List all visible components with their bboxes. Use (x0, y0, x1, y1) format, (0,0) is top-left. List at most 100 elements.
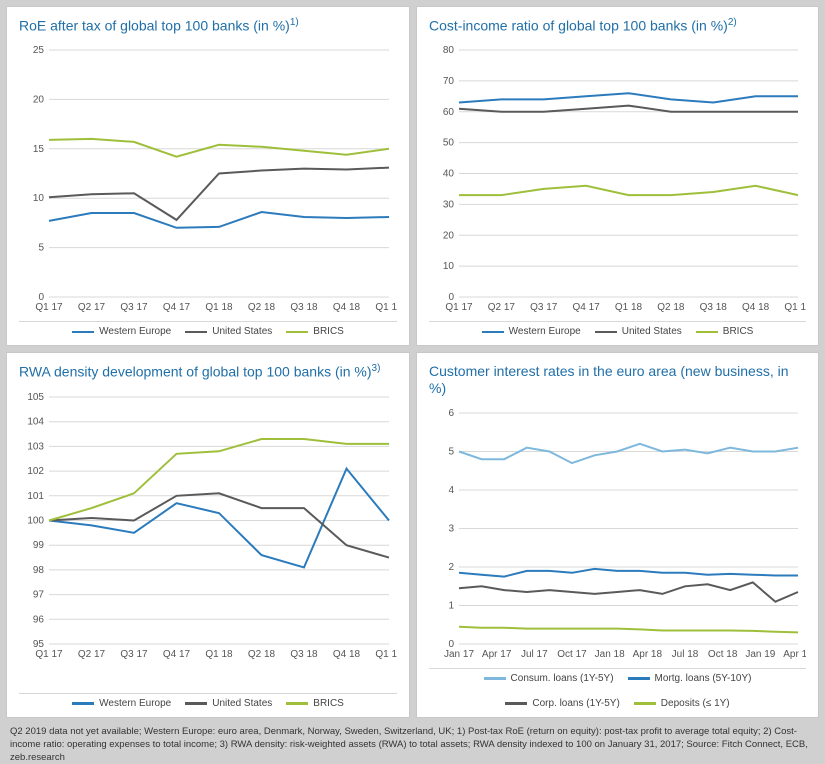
legend-swatch-united_states (185, 331, 207, 334)
chart-rates: 0123456Jan 17Apr 17Jul 17Oct 17Jan 18Apr… (429, 405, 806, 664)
svg-text:60: 60 (443, 107, 455, 118)
svg-text:80: 80 (443, 45, 455, 56)
legend-swatch-brics (286, 331, 308, 334)
svg-text:Q2 18: Q2 18 (657, 302, 685, 313)
svg-text:Q1 17: Q1 17 (35, 649, 63, 660)
series-western_europe (459, 94, 798, 103)
svg-text:Q2 18: Q2 18 (248, 649, 276, 660)
svg-text:97: 97 (33, 590, 45, 601)
legend-roe: Western Europe United States BRICS (19, 321, 397, 337)
panel-rwa: RWA density development of global top 10… (6, 352, 410, 718)
legend-swatch-mortg_loans (628, 677, 650, 680)
svg-text:105: 105 (27, 392, 44, 403)
svg-text:Q4 18: Q4 18 (742, 302, 770, 313)
svg-text:Jan 18: Jan 18 (595, 649, 625, 660)
series-united_states (49, 493, 389, 557)
svg-text:4: 4 (448, 485, 454, 496)
series-corp_loans (459, 582, 798, 601)
panel-title-rates: Customer interest rates in the euro area… (429, 363, 806, 397)
legend-item-brics: BRICS (286, 698, 344, 709)
svg-text:Q1 19: Q1 19 (375, 649, 397, 660)
svg-text:Q4 17: Q4 17 (163, 302, 191, 313)
legend-rates: Consum. loans (1Y-5Y) Mortg. loans (5Y-10… (429, 668, 806, 709)
series-western_europe (49, 212, 389, 228)
svg-text:5: 5 (38, 243, 44, 254)
series-mortg_loans (459, 569, 798, 577)
svg-text:Q4 17: Q4 17 (573, 302, 601, 313)
panel-roe: RoE after tax of global top 100 banks (i… (6, 6, 410, 346)
legend-item-consum_loans: Consum. loans (1Y-5Y) (484, 673, 614, 684)
svg-text:Jul 17: Jul 17 (521, 649, 548, 660)
legend-label-brics: BRICS (313, 698, 344, 709)
chart-cost-income: 01020304050607080Q1 17Q2 17Q3 17Q4 17Q1 … (429, 42, 806, 317)
legend-label-western_europe: Western Europe (99, 698, 171, 709)
chart-roe: 0510152025Q1 17Q2 17Q3 17Q4 17Q1 18Q2 18… (19, 42, 397, 317)
svg-text:25: 25 (33, 45, 45, 56)
svg-text:Q3 17: Q3 17 (120, 649, 148, 660)
legend-rwa: Western Europe United States BRICS (19, 693, 397, 709)
legend-swatch-western_europe (482, 331, 504, 334)
legend-label-corp_loans: Corp. loans (1Y-5Y) (532, 698, 619, 709)
svg-text:98: 98 (33, 565, 45, 576)
legend-swatch-corp_loans (505, 702, 527, 705)
legend-label-western_europe: Western Europe (99, 326, 171, 337)
svg-text:Q4 17: Q4 17 (163, 649, 191, 660)
series-brics (459, 186, 798, 195)
legend-label-deposits: Deposits (≤ 1Y) (661, 698, 730, 709)
svg-text:50: 50 (443, 138, 455, 149)
svg-text:30: 30 (443, 200, 455, 211)
legend-swatch-western_europe (72, 331, 94, 334)
legend-label-consum_loans: Consum. loans (1Y-5Y) (511, 673, 614, 684)
svg-text:101: 101 (27, 491, 44, 502)
legend-item-western_europe: Western Europe (72, 326, 171, 337)
series-united_states (459, 106, 798, 112)
legend-cost-income: Western EuropeUnited StatesBRICS (429, 321, 806, 337)
svg-text:70: 70 (443, 76, 455, 87)
svg-text:Q3 18: Q3 18 (700, 302, 728, 313)
svg-text:20: 20 (443, 231, 455, 242)
legend-label-united_states: United States (212, 698, 272, 709)
legend-item-united_states: United States (185, 326, 272, 337)
svg-text:Q4 18: Q4 18 (333, 302, 361, 313)
legend-item-brics: BRICS (286, 326, 344, 337)
dashboard-grid: RoE after tax of global top 100 banks (i… (6, 6, 819, 717)
legend-label-western_europe: Western Europe (509, 326, 581, 337)
legend-item-brics: BRICS (696, 326, 754, 337)
series-consum_loans (459, 444, 798, 463)
svg-text:Q1 18: Q1 18 (205, 649, 233, 660)
svg-text:99: 99 (33, 540, 45, 551)
panel-rates: Customer interest rates in the euro area… (416, 352, 819, 718)
svg-text:Q1 19: Q1 19 (375, 302, 397, 313)
svg-text:Q1 19: Q1 19 (784, 302, 806, 313)
legend-item-corp_loans: Corp. loans (1Y-5Y) (505, 698, 619, 709)
svg-text:15: 15 (33, 144, 45, 155)
svg-text:100: 100 (27, 515, 44, 526)
svg-text:2: 2 (448, 562, 454, 573)
svg-text:Q2 17: Q2 17 (78, 302, 106, 313)
svg-text:Q3 17: Q3 17 (530, 302, 558, 313)
svg-text:Oct 17: Oct 17 (557, 649, 587, 660)
svg-text:Q1 18: Q1 18 (205, 302, 233, 313)
series-brics (49, 439, 389, 521)
legend-label-united_states: United States (212, 326, 272, 337)
series-deposits (459, 627, 798, 633)
svg-text:5: 5 (448, 447, 454, 458)
legend-label-mortg_loans: Mortg. loans (5Y-10Y) (655, 673, 752, 684)
svg-text:96: 96 (33, 614, 45, 625)
svg-text:Q3 17: Q3 17 (120, 302, 148, 313)
svg-text:Q2 18: Q2 18 (248, 302, 276, 313)
svg-text:Q1 17: Q1 17 (35, 302, 63, 313)
panel-title-cost-income: Cost-income ratio of global top 100 bank… (429, 17, 806, 34)
chart-rwa: 9596979899100101102103104105Q1 17Q2 17Q3… (19, 389, 397, 689)
svg-text:20: 20 (33, 95, 45, 106)
legend-swatch-united_states (595, 331, 617, 334)
svg-text:40: 40 (443, 169, 455, 180)
footnote-text: Q2 2019 data not yet available; Western … (6, 724, 819, 764)
svg-text:Q4 18: Q4 18 (333, 649, 361, 660)
svg-text:Q3 18: Q3 18 (290, 649, 318, 660)
legend-item-western_europe: Western Europe (482, 326, 581, 337)
svg-text:104: 104 (27, 417, 44, 428)
panel-title-rwa: RWA density development of global top 10… (19, 363, 397, 380)
legend-swatch-brics (286, 702, 308, 705)
svg-text:Apr 19: Apr 19 (783, 649, 806, 660)
